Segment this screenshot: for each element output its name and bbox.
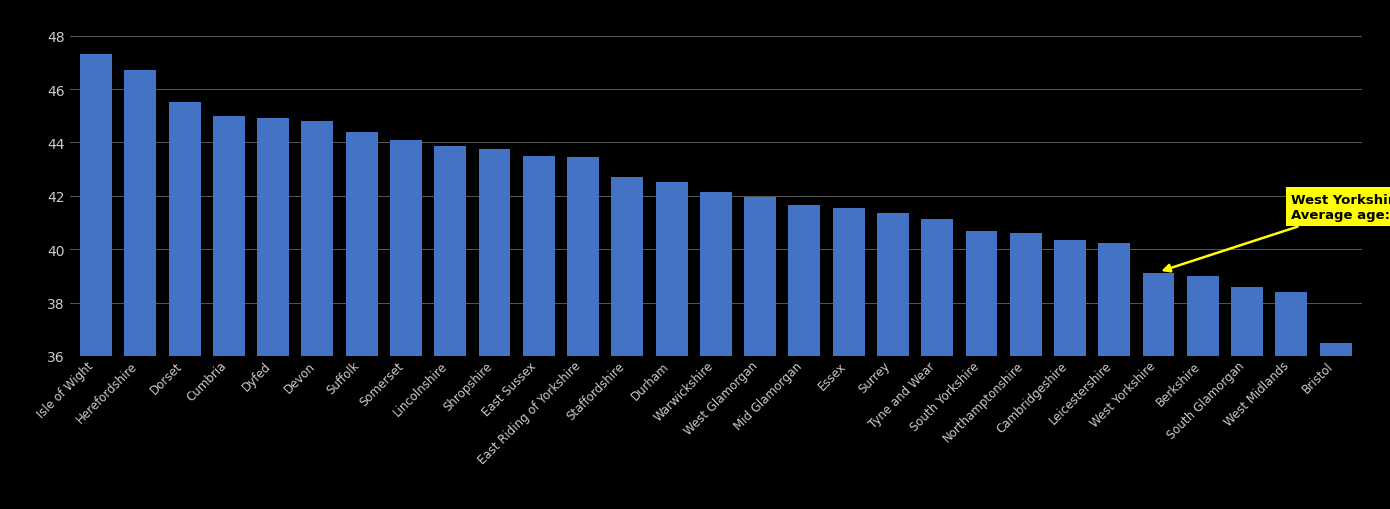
Bar [391, 140, 423, 509]
Bar [612, 178, 644, 509]
Bar [81, 55, 113, 509]
Bar [922, 219, 954, 509]
Bar [523, 156, 555, 509]
Bar [257, 119, 289, 509]
Bar [168, 103, 200, 509]
Bar [656, 183, 688, 509]
Bar [1276, 292, 1308, 509]
Bar [213, 117, 245, 509]
Text: West Yorkshire
Average age: 39.1: West Yorkshire Average age: 39.1 [1163, 193, 1390, 272]
Bar [567, 158, 599, 509]
Bar [744, 198, 776, 509]
Bar [1232, 287, 1264, 509]
Bar [1143, 274, 1175, 509]
Bar [701, 192, 731, 509]
Bar [877, 214, 909, 509]
Bar [788, 206, 820, 509]
Bar [1009, 234, 1041, 509]
Bar [1319, 343, 1351, 509]
Bar [833, 208, 865, 509]
Bar [346, 132, 378, 509]
Bar [302, 122, 334, 509]
Bar [1187, 276, 1219, 509]
Bar [966, 231, 998, 509]
Bar [1054, 240, 1086, 509]
Bar [478, 150, 510, 509]
Bar [1098, 243, 1130, 509]
Bar [124, 71, 156, 509]
Bar [434, 147, 466, 509]
